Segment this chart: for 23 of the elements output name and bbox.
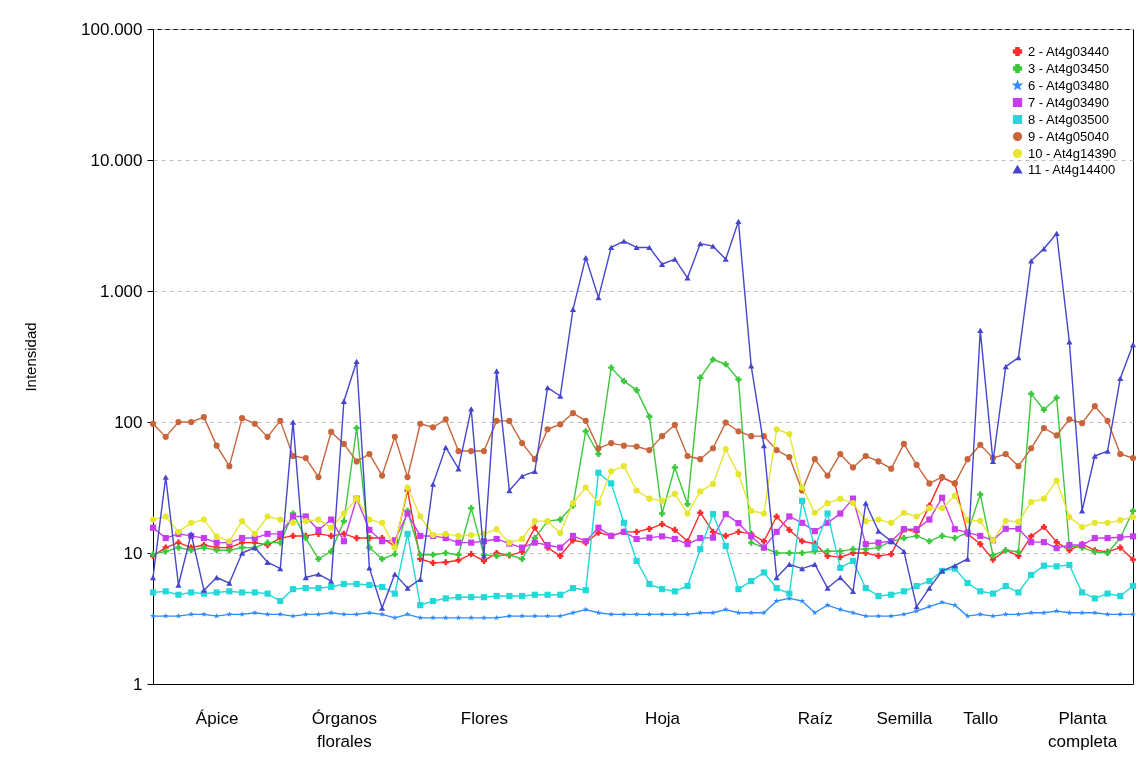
y-tick-label: 100.000 bbox=[81, 19, 143, 39]
x-tick-label: Tallo bbox=[963, 708, 999, 728]
y-tick-label: 1.000 bbox=[99, 281, 143, 301]
legend-label: 7 - At4g03490 bbox=[1028, 94, 1109, 110]
y-axis-title: Intensidad bbox=[22, 322, 40, 392]
y-tick-label: 100 bbox=[114, 412, 143, 432]
x-tick-label: Planta completa bbox=[1048, 708, 1118, 751]
legend-label: 8 - At4g03500 bbox=[1028, 111, 1109, 127]
x-tick-label: Raíz bbox=[797, 708, 833, 728]
legend-label: 10 - At4g14390 bbox=[1028, 145, 1117, 161]
x-tick-label: Ápice bbox=[195, 708, 239, 728]
legend-label: 9 - At4g05040 bbox=[1028, 128, 1109, 144]
x-tick-label: Semilla bbox=[876, 708, 933, 728]
legend-label: 11 - At4g14400 bbox=[1028, 161, 1116, 177]
legend-label: 2 - At4g03440 bbox=[1028, 43, 1109, 59]
y-tick-label: 10 bbox=[123, 543, 143, 563]
x-tick-label: Flores bbox=[460, 708, 509, 728]
x-tick-label: Hoja bbox=[645, 708, 681, 728]
legend-label: 3 - At4g03450 bbox=[1028, 60, 1109, 76]
x-tick-label: Órganos florales bbox=[311, 708, 378, 751]
legend-label: 6 - At4g03480 bbox=[1028, 77, 1109, 93]
y-tick-label: 10.000 bbox=[90, 150, 143, 170]
y-tick-label: 1 bbox=[133, 674, 143, 694]
